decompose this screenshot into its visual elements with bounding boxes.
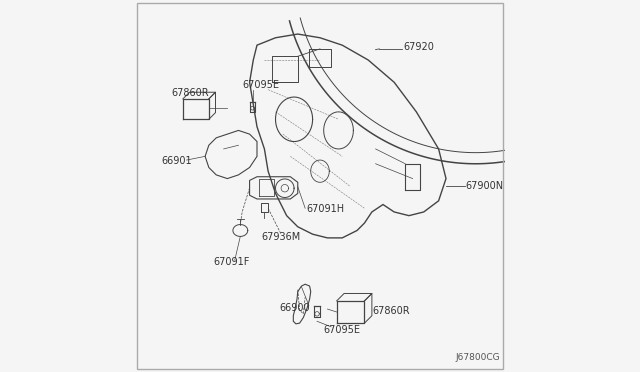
Text: 67900N: 67900N <box>465 181 504 191</box>
Text: 67860R: 67860R <box>171 88 209 98</box>
Text: 67936M: 67936M <box>262 232 301 242</box>
Text: 66901: 66901 <box>162 156 193 166</box>
Text: 66900: 66900 <box>279 302 310 312</box>
Text: 67095E: 67095E <box>242 80 279 90</box>
Text: J67800CG: J67800CG <box>455 353 500 362</box>
Text: 67920: 67920 <box>403 42 435 52</box>
Text: 67860R: 67860R <box>372 306 410 316</box>
Text: 67095E: 67095E <box>323 325 360 335</box>
Text: 67091F: 67091F <box>213 257 250 267</box>
Text: 67091H: 67091H <box>307 204 344 214</box>
